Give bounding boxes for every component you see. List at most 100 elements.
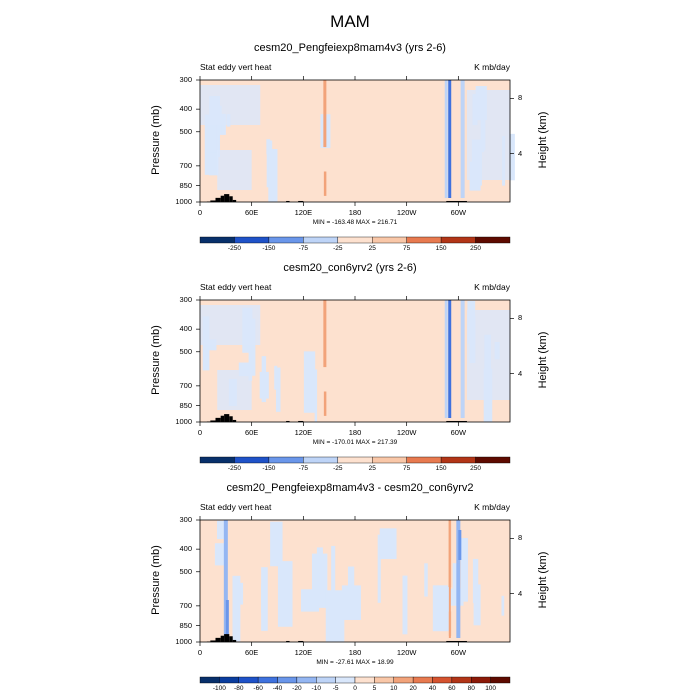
- neg-column: [456, 520, 461, 638]
- neg-weak-region: [261, 356, 267, 403]
- neg-weak-region: [217, 520, 227, 540]
- y2-axis-label: Height (km): [537, 331, 549, 389]
- neg-weak-region: [238, 362, 250, 377]
- pos-column: [323, 391, 327, 416]
- topography: [298, 640, 304, 642]
- neg-column: [444, 300, 448, 418]
- colorbar-label: -5: [332, 685, 339, 692]
- topography: [232, 199, 237, 202]
- colorbar-label: -250: [227, 465, 241, 472]
- colorbar-label: -40: [272, 685, 283, 692]
- y-tick-label: 500: [179, 566, 192, 576]
- neg-weak-region: [316, 547, 323, 575]
- colorbar-bin: [475, 456, 511, 464]
- y2-tick-label: 4: [518, 368, 523, 378]
- topography: [210, 420, 216, 422]
- neg-weak-region: [452, 563, 459, 594]
- colorbar-bin: [440, 456, 476, 464]
- colorbar-label: -150: [262, 245, 276, 252]
- neg-weak-region: [303, 351, 316, 413]
- y-tick-label: 1000: [175, 637, 192, 646]
- colorbar-label: 80: [467, 685, 475, 692]
- neg-column: [458, 530, 462, 560]
- neg-weak-region: [432, 585, 451, 632]
- colorbar-bin: [406, 236, 442, 244]
- min-max-text: MIN = -163.48 MAX = 216.71: [312, 219, 398, 226]
- colorbar-label: -150: [262, 465, 276, 472]
- neg-column: [460, 80, 465, 198]
- topography: [220, 635, 225, 642]
- neg-weak-region: [377, 534, 381, 603]
- colorbar-label: 0: [353, 685, 357, 692]
- topography: [298, 420, 304, 422]
- colorbar-bin: [335, 676, 356, 684]
- neg-weak-region: [261, 567, 268, 631]
- colorbar-label: -25: [333, 245, 343, 252]
- pos-column: [323, 300, 327, 368]
- neg-weak-region: [214, 543, 225, 566]
- x-tick-label: 0: [197, 208, 203, 217]
- x-tick-label: 180: [348, 428, 362, 437]
- pos-column: [323, 80, 327, 148]
- topography: [215, 197, 221, 202]
- colorbar-bin: [412, 676, 433, 684]
- colorbar-bin: [406, 456, 442, 464]
- plot-area: [196, 296, 514, 464]
- x-tick-label: 120W: [396, 428, 417, 437]
- x-tick-label: 180: [348, 648, 362, 657]
- colorbar-label: -25: [333, 465, 343, 472]
- y-axis-label: Pressure (mb): [150, 325, 162, 395]
- y-axis-label: Pressure (mb): [150, 105, 162, 175]
- x-tick-label: 60E: [244, 648, 259, 657]
- pos-column: [448, 520, 451, 638]
- colorbar-bin: [451, 676, 472, 684]
- topography: [232, 639, 237, 642]
- neg-column: [223, 520, 228, 638]
- colorbar-label: -80: [234, 685, 244, 692]
- neg-weak-region: [276, 367, 281, 412]
- topography: [224, 414, 230, 422]
- colorbar-label: -20: [292, 685, 302, 692]
- neg-column: [225, 600, 229, 635]
- colorbar-bin: [393, 676, 414, 684]
- neg-weak-region: [402, 575, 408, 635]
- y2-axis-label: Height (km): [537, 111, 549, 169]
- colorbar-label: 25: [368, 465, 376, 472]
- x-tick-label: 0: [197, 648, 203, 657]
- neg-weak-region: [204, 114, 217, 175]
- topography: [210, 640, 216, 642]
- y-tick-label: 1000: [175, 417, 192, 426]
- panel-title: cesm20_con6yrv2 (yrs 2-6): [283, 262, 417, 274]
- colorbar-bin: [238, 676, 259, 684]
- topography: [232, 419, 237, 422]
- colorbar-bin: [268, 236, 304, 244]
- plot-area: [196, 516, 514, 684]
- colorbar-label: 250: [470, 465, 481, 472]
- y2-tick-label: 4: [518, 588, 523, 598]
- colorbar-bin: [199, 456, 235, 464]
- colorbar-bin: [234, 236, 270, 244]
- neg-weak-region: [424, 563, 428, 597]
- colorbar-label: 40: [428, 685, 437, 692]
- neg-weak-region: [347, 566, 355, 611]
- topography: [229, 196, 233, 202]
- colorbar-label: 250: [470, 245, 481, 252]
- colorbar-label: -100: [212, 685, 226, 692]
- left-string: Stat eddy vert heat: [200, 502, 272, 512]
- panel-title: cesm20_Pengfeiexp8mam4v3 (yrs 2-6): [254, 42, 446, 54]
- colorbar-bin: [354, 676, 375, 684]
- topography: [298, 200, 304, 202]
- colorbar-bin: [475, 236, 511, 244]
- y-tick-label: 400: [179, 104, 192, 114]
- y-tick-label: 700: [179, 600, 192, 610]
- colorbar-bin: [316, 676, 336, 684]
- y-tick-label: 400: [179, 324, 192, 334]
- neg-weak-region: [277, 561, 293, 627]
- y-tick-label: 500: [179, 126, 192, 136]
- neg-column: [460, 300, 465, 418]
- colorbar-label: 150: [435, 465, 447, 472]
- y2-tick-label: 8: [518, 533, 523, 543]
- y-tick-label: 850: [179, 180, 192, 190]
- neg-weak-region: [314, 369, 318, 422]
- y-axis-label: Pressure (mb): [150, 545, 162, 615]
